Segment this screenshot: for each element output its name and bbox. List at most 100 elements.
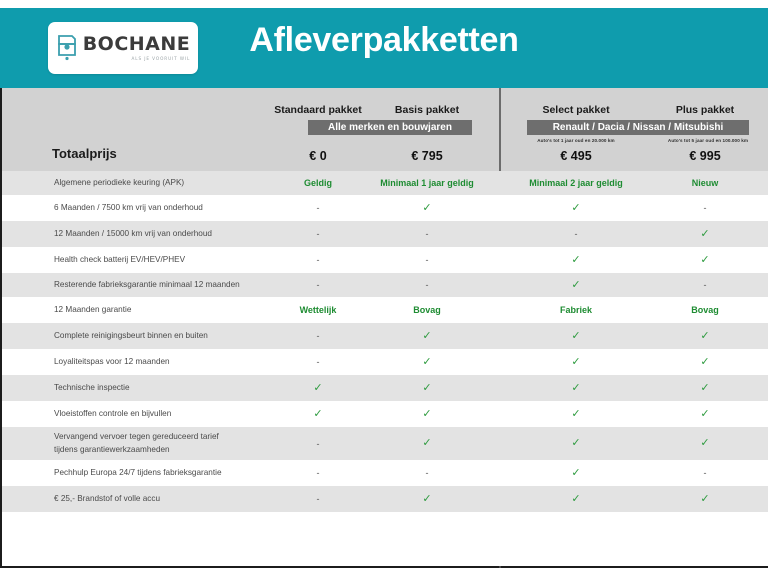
cell-text: Minimaal 1 jaar geldig (380, 178, 474, 188)
table-cell: ✓ (516, 382, 636, 394)
brand-band-left: Alle merken en bouwjaren (308, 120, 472, 135)
table-cell: ✓ (645, 438, 765, 449)
table-row: Vervangend vervoer tegen gereduceerd tar… (2, 427, 768, 460)
cell-text: Bovag (413, 305, 441, 315)
logo-wordmark: BOCHANE (82, 32, 191, 55)
check-icon: ✓ (422, 407, 432, 420)
check-icon: ✓ (571, 466, 581, 479)
table-cell: - (258, 203, 378, 213)
feature-label: Vloeistoffen controle en bijvullen (54, 409, 172, 419)
bochane-logo: BOCHANE ALS JE VOORUIT WIL (48, 22, 198, 74)
feature-label: 12 Maanden garantie (54, 305, 132, 315)
comparison-table: Algemene periodieke keuring (APK) Geldig M… (0, 171, 768, 568)
cell-text: Fabriek (559, 305, 592, 315)
table-cell: ✓ (645, 253, 765, 266)
table-cell: ✓ (516, 466, 636, 479)
check-icon: ✓ (700, 253, 710, 266)
table-row: 12 Maanden garantie Wettelijk Bovag Fabriek… (2, 297, 768, 323)
table-cell: ✓ (516, 253, 636, 266)
dash-icon: - (316, 203, 320, 213)
feature-label: 6 Maanden / 7500 km vrij van onderhoud (54, 203, 203, 213)
check-icon: ✓ (571, 329, 581, 342)
table-cell: - (367, 229, 487, 239)
check-icon: ✓ (313, 381, 323, 394)
feature-label: Loyaliteitspas voor 12 maanden (54, 357, 170, 367)
table-row: 12 Maanden / 15000 km vrij van onderhoud… (2, 221, 768, 247)
band-sub-plus: Auto's tot 5 jaar oud en 100.000 km (667, 138, 749, 143)
table-cell: ✓ (516, 438, 636, 449)
feature-label: 12 Maanden / 15000 km vrij van onderhoud (54, 229, 212, 239)
table-cell: Wettelijk (258, 305, 378, 315)
table-cell: Nieuw (645, 178, 765, 188)
feature-label: Vervangend vervoer tegen gereduceerd tar… (54, 432, 219, 454)
package-name-select: Select pakket (542, 104, 610, 116)
check-icon: ✓ (422, 329, 432, 342)
cell-text: Minimaal 2 jaar geldig (529, 178, 623, 188)
table-cell: ✓ (258, 381, 378, 394)
table-cell: ✓ (645, 228, 765, 240)
check-icon: ✓ (422, 492, 432, 505)
dash-icon: - (425, 255, 429, 265)
price-basis: € 795 (411, 149, 443, 163)
package-name-standaard: Standaard pakket (274, 104, 362, 116)
dash-icon: - (316, 229, 320, 239)
price-select: € 495 (560, 149, 592, 163)
table-cell: ✓ (516, 278, 636, 291)
price-standaard: € 0 (309, 149, 327, 163)
header-column-divider (499, 88, 501, 171)
table-row: Health check batterij EV/HEV/PHEV - - ✓ ✓ (2, 247, 768, 273)
check-icon: ✓ (571, 355, 581, 368)
check-icon: ✓ (571, 437, 581, 449)
feature-label: Algemene periodieke keuring (APK) (54, 178, 185, 188)
feature-label: Technische inspectie (54, 383, 130, 393)
table-cell: ✓ (645, 492, 765, 505)
check-icon: ✓ (422, 355, 432, 368)
dash-icon: - (703, 203, 707, 213)
table-cell: ✓ (516, 355, 636, 368)
dash-icon: - (316, 357, 320, 367)
table-cell: ✓ (367, 407, 487, 420)
table-cell: ✓ (367, 201, 487, 214)
package-name-plus: Plus pakket (675, 104, 735, 116)
dash-icon: - (316, 438, 320, 449)
table-cell: - (258, 468, 378, 478)
table-row: Complete reinigingsbeurt binnen en buite… (2, 323, 768, 349)
check-icon: ✓ (571, 253, 581, 266)
table-cell: - (258, 357, 378, 367)
table-cell: Bovag (645, 305, 765, 315)
table-cell: Minimaal 2 jaar geldig (516, 178, 636, 188)
logo-tagline: ALS JE VOORUIT WIL (131, 55, 191, 61)
table-cell: - (516, 229, 636, 239)
table-cell: - (258, 331, 378, 341)
dash-icon: - (425, 229, 429, 239)
table-cell: Minimaal 1 jaar geldig (367, 178, 487, 188)
table-cell: ✓ (367, 492, 487, 505)
check-icon: ✓ (422, 437, 432, 449)
check-icon: ✓ (422, 201, 432, 214)
top-banner: BOCHANE ALS JE VOORUIT WIL (0, 8, 768, 88)
table-cell: ✓ (516, 407, 636, 420)
check-icon: ✓ (700, 381, 710, 394)
dash-icon: - (425, 468, 429, 478)
table-footer-spacer (2, 512, 768, 566)
table-row: Algemene periodieke keuring (APK) Geldig M… (2, 171, 768, 195)
feature-label: € 25,- Brandstof of volle accu (54, 494, 161, 504)
table-cell: - (367, 280, 487, 290)
bochane-mark-icon (57, 35, 76, 61)
check-icon: ✓ (571, 407, 581, 420)
feature-label: Resterende fabrieksgarantie minimaal 12 … (54, 280, 240, 290)
check-icon: ✓ (571, 278, 581, 291)
check-icon: ✓ (700, 492, 710, 505)
table-cell: - (645, 280, 765, 290)
check-icon: ✓ (700, 407, 710, 420)
dash-icon: - (703, 468, 707, 478)
table-cell: - (258, 280, 378, 290)
package-header: Standaard pakket Basis pakket Select pak… (0, 88, 768, 171)
check-icon: ✓ (571, 201, 581, 214)
table-cell: - (367, 255, 487, 265)
check-icon: ✓ (313, 407, 323, 420)
table-cell: Geldig (258, 178, 378, 188)
table-cell: ✓ (645, 407, 765, 420)
dash-icon: - (316, 280, 320, 290)
